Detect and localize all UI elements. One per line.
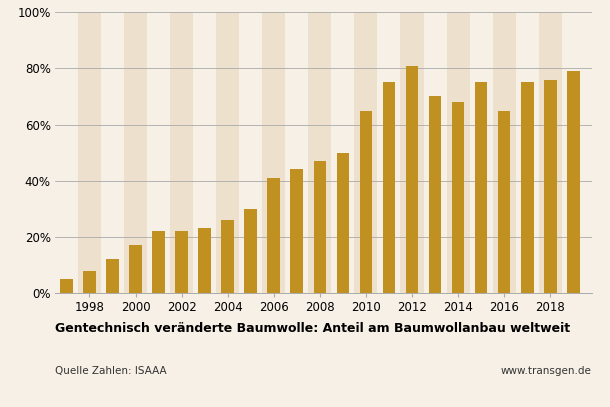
Bar — [562, 12, 585, 293]
Bar — [267, 178, 280, 293]
Bar — [337, 153, 349, 293]
Bar — [198, 228, 211, 293]
Bar — [170, 12, 193, 293]
Bar — [124, 12, 147, 293]
Bar — [245, 209, 257, 293]
Bar — [83, 271, 96, 293]
Bar — [239, 12, 262, 293]
Bar — [78, 12, 101, 293]
Bar — [382, 82, 395, 293]
Bar — [152, 231, 165, 293]
Bar — [314, 161, 326, 293]
Bar — [129, 245, 142, 293]
Text: Quelle Zahlen: ISAAA: Quelle Zahlen: ISAAA — [55, 366, 167, 376]
Bar — [285, 12, 308, 293]
Bar — [515, 12, 539, 293]
Bar — [175, 231, 188, 293]
Bar — [147, 12, 170, 293]
Bar — [101, 12, 124, 293]
Bar — [429, 96, 442, 293]
Bar — [470, 12, 493, 293]
Bar — [401, 12, 423, 293]
Bar — [539, 12, 562, 293]
Bar — [521, 82, 534, 293]
Bar — [354, 12, 378, 293]
Text: www.transgen.de: www.transgen.de — [501, 366, 592, 376]
Bar — [331, 12, 354, 293]
Bar — [406, 66, 418, 293]
Bar — [423, 12, 447, 293]
Bar — [221, 220, 234, 293]
Bar — [262, 12, 285, 293]
Bar — [290, 169, 303, 293]
Bar — [60, 279, 73, 293]
Bar — [193, 12, 216, 293]
Bar — [359, 111, 372, 293]
Bar — [452, 102, 464, 293]
Bar — [216, 12, 239, 293]
Bar — [475, 82, 487, 293]
Text: Gentechnisch veränderte Baumwolle: Anteil am Baumwollanbau weltweit: Gentechnisch veränderte Baumwolle: Antei… — [55, 322, 570, 335]
Bar — [544, 80, 556, 293]
Bar — [493, 12, 515, 293]
Bar — [55, 12, 78, 293]
Bar — [106, 259, 119, 293]
Bar — [567, 71, 580, 293]
Bar — [378, 12, 401, 293]
Bar — [308, 12, 331, 293]
Bar — [447, 12, 470, 293]
Bar — [498, 111, 511, 293]
